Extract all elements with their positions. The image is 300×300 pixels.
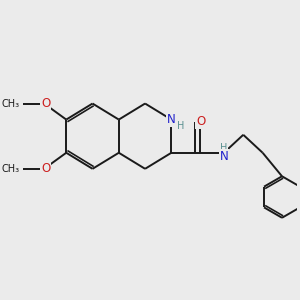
Text: CH₃: CH₃	[2, 164, 20, 174]
Text: H: H	[220, 143, 228, 153]
Text: H: H	[176, 122, 184, 131]
Text: O: O	[41, 97, 50, 110]
Text: O: O	[41, 162, 50, 175]
Text: N: N	[220, 150, 228, 163]
Text: N: N	[167, 113, 176, 126]
Text: O: O	[196, 115, 206, 128]
Text: CH₃: CH₃	[2, 98, 20, 109]
